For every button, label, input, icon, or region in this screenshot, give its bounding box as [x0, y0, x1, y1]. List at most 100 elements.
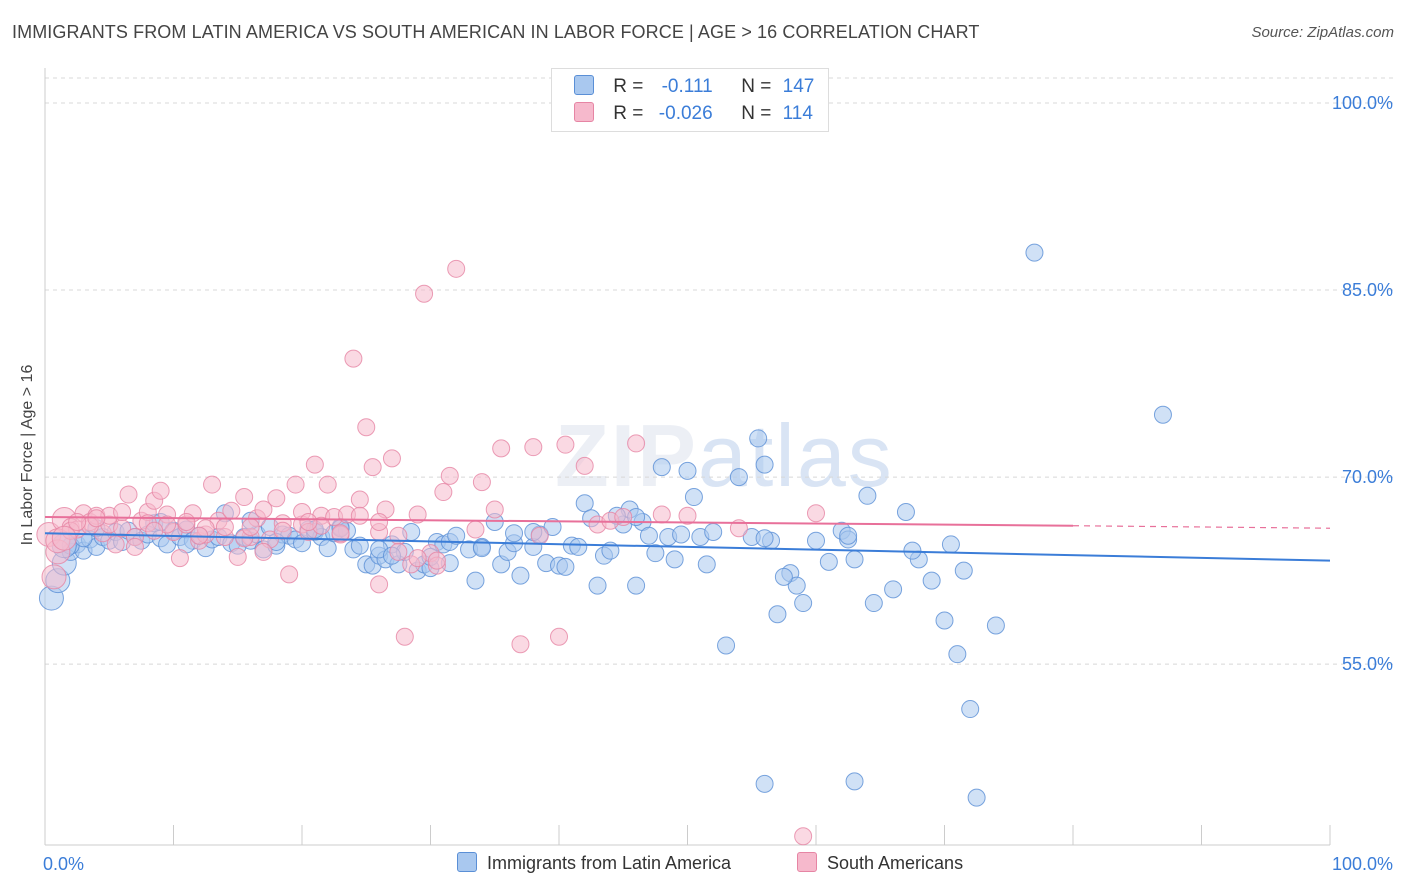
trend-line-south-americans-dashed — [1072, 525, 1331, 529]
pink-swatch — [797, 852, 817, 872]
blue-point — [922, 571, 941, 590]
y-tick-label: 70.0% — [1342, 467, 1393, 487]
pink-point — [286, 475, 305, 494]
blue-point — [884, 580, 903, 599]
blue-point — [447, 526, 466, 545]
pink-point — [222, 501, 241, 520]
legend-n-value: 114 — [782, 103, 813, 124]
blue-point — [864, 594, 883, 613]
pink-point — [203, 475, 222, 494]
blue-swatch — [457, 852, 477, 872]
pink-point — [350, 490, 369, 509]
y-tick-label: 100.0% — [1332, 93, 1393, 113]
pink-point — [125, 537, 144, 556]
pink-point — [389, 542, 408, 561]
pink-point — [350, 506, 369, 525]
blue-point — [1025, 243, 1044, 262]
trend-line-latin-america — [44, 532, 1331, 562]
pink-point — [466, 520, 485, 539]
pink-point — [344, 349, 363, 368]
legend-n-label: N = — [741, 76, 772, 97]
pink-point — [511, 635, 530, 654]
blue-point — [755, 529, 774, 548]
pink-point — [41, 564, 67, 590]
blue-point — [472, 539, 491, 558]
watermark: ZIPatlas — [555, 405, 894, 507]
legend-n-value: 147 — [782, 76, 815, 97]
pink-point — [299, 512, 318, 531]
pink-point — [280, 565, 299, 584]
legend-n-label: N = — [741, 103, 772, 124]
pink-point — [235, 488, 254, 507]
pink-point — [652, 505, 671, 524]
blue-point — [819, 552, 838, 571]
pink-point — [440, 466, 459, 485]
x-tick-label: 0.0% — [43, 854, 84, 874]
blue-point — [755, 774, 774, 793]
pink-point — [215, 517, 234, 536]
blue-point — [627, 576, 646, 595]
blue-point — [697, 555, 716, 574]
pink-point — [530, 526, 549, 545]
chart-title: IMMIGRANTS FROM LATIN AMERICA VS SOUTH A… — [12, 22, 980, 42]
blue-point — [845, 772, 864, 791]
pink-point — [363, 458, 382, 477]
pink-point — [575, 456, 594, 475]
pink-point — [170, 549, 189, 568]
pink-swatch — [574, 102, 594, 122]
pink-point — [113, 503, 132, 522]
blue-point — [556, 557, 575, 576]
bottom-legend-label: Immigrants from Latin America — [487, 853, 732, 873]
pink-point — [492, 439, 511, 458]
pink-point — [434, 483, 453, 502]
blue-point — [601, 541, 620, 560]
legend-r-label: R = — [613, 103, 644, 124]
blue-point — [774, 567, 793, 586]
blue-point — [986, 616, 1005, 635]
blue-swatch — [574, 75, 594, 95]
pink-point — [556, 435, 575, 454]
watermark-zip: ZIP — [555, 406, 698, 505]
stats-legend: R = -0.111 N = 147 R = -0.026 N = 114 — [551, 68, 829, 132]
blue-point — [948, 645, 967, 664]
blue-point — [678, 461, 697, 480]
blue-point — [967, 788, 986, 807]
pink-point — [627, 434, 646, 453]
pink-point — [228, 547, 247, 566]
blue-point — [839, 526, 858, 545]
pink-point — [408, 549, 427, 568]
pink-point — [119, 485, 138, 504]
blue-point — [961, 700, 980, 719]
x-tick-label: 100.0% — [1332, 854, 1393, 874]
pink-point — [485, 500, 504, 519]
pink-point — [151, 481, 170, 500]
pink-point — [241, 517, 260, 536]
pink-point — [447, 259, 466, 278]
pink-point — [357, 418, 376, 437]
blue-point — [543, 517, 562, 536]
pink-point — [472, 473, 491, 492]
blue-point — [749, 429, 768, 448]
blue-point — [794, 594, 813, 613]
legend-row-south-americans: R = -0.026 N = 114 — [574, 102, 813, 126]
source-credit: Source: ZipAtlas.com — [1251, 24, 1394, 41]
blue-point — [505, 524, 524, 543]
y-tick-label: 85.0% — [1342, 280, 1393, 300]
pink-point — [370, 575, 389, 594]
pink-point — [729, 519, 748, 538]
blue-point — [588, 576, 607, 595]
blue-point — [684, 488, 703, 507]
blue-point — [729, 468, 748, 487]
blue-point — [569, 537, 588, 556]
blue-point — [717, 636, 736, 655]
blue-point — [575, 494, 594, 513]
blue-point — [807, 531, 825, 550]
pink-point — [51, 525, 77, 551]
pink-point — [370, 512, 389, 531]
blue-point — [941, 535, 960, 554]
pink-point — [382, 449, 401, 468]
bottom-legend-latin-america: Immigrants from Latin America — [457, 852, 731, 874]
pink-point — [106, 535, 125, 554]
watermark-atlas: atlas — [697, 406, 894, 505]
